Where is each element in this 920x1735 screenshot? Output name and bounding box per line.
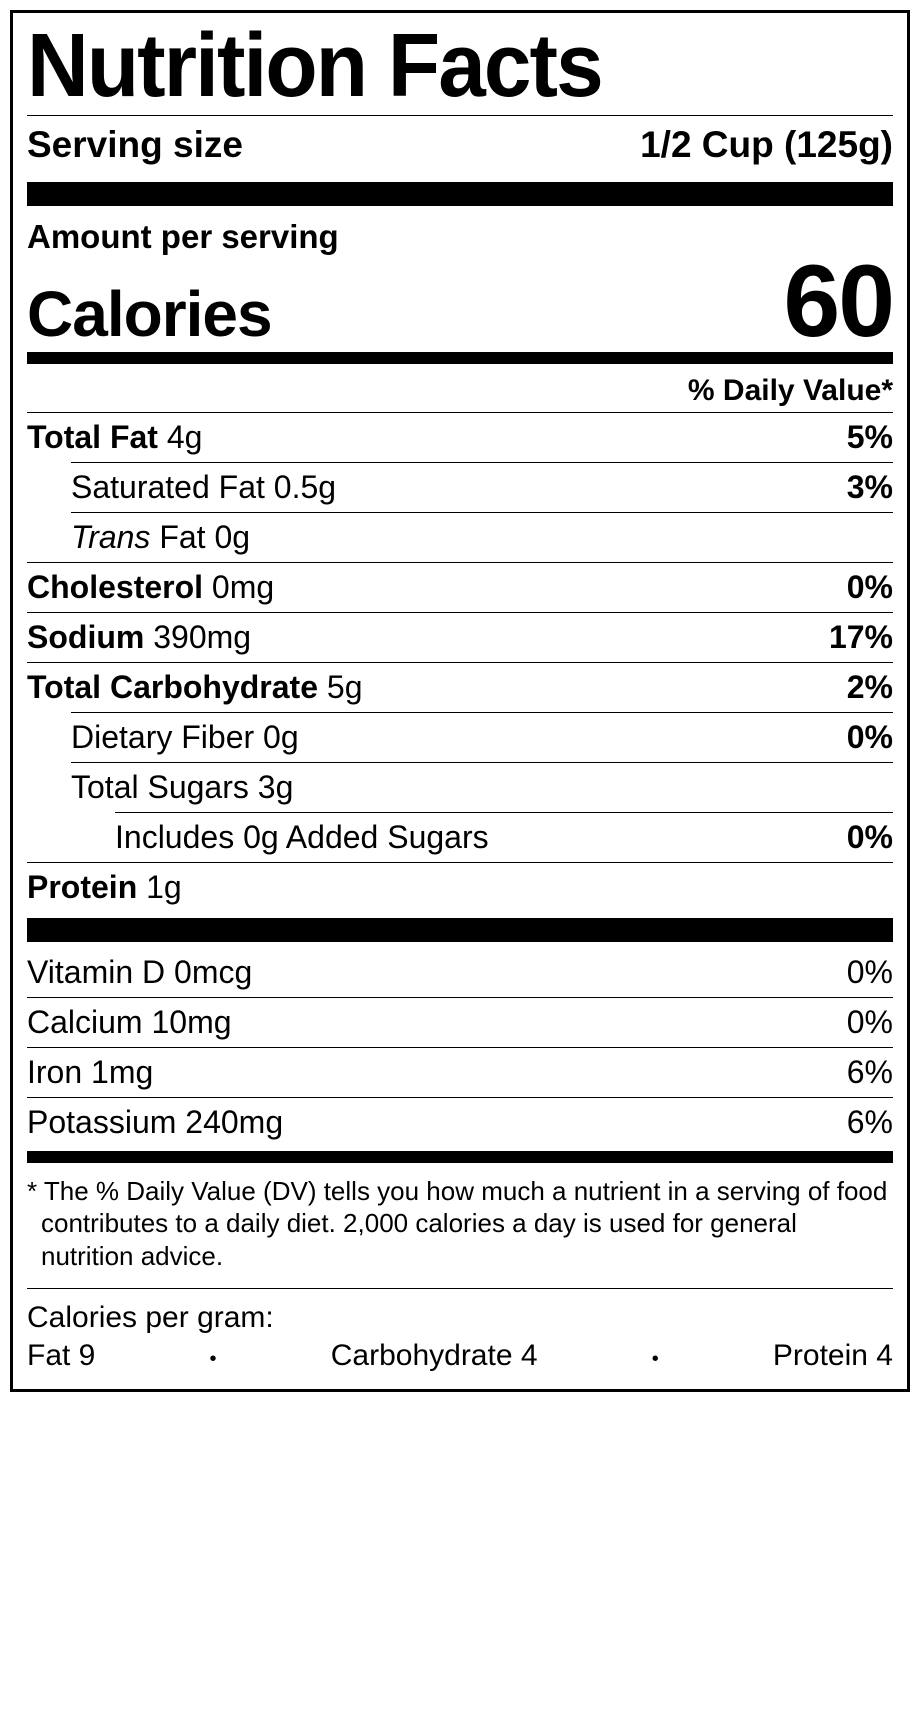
protein-amount: 1g xyxy=(146,869,182,905)
dot-icon: • xyxy=(210,1348,217,1371)
vitamin-d-name: Vitamin D xyxy=(27,954,165,990)
fiber-dv: 0% xyxy=(847,719,893,756)
cals-per-gram-row: Fat 9 • Carbohydrate 4 • Protein 4 xyxy=(27,1337,893,1375)
rule xyxy=(27,1288,893,1289)
cholesterol-name: Cholesterol xyxy=(27,569,203,605)
thick-bar xyxy=(27,918,893,942)
calcium-dv: 0% xyxy=(847,1004,893,1041)
sugars-name: Total Sugars xyxy=(71,769,249,805)
sat-fat-name: Saturated Fat xyxy=(71,469,265,505)
thick-bar xyxy=(27,182,893,206)
serving-label: Serving size xyxy=(27,124,243,166)
calories-value: 60 xyxy=(784,256,893,348)
iron-amount: 1mg xyxy=(91,1054,153,1090)
iron-dv: 6% xyxy=(847,1054,893,1091)
fiber-row: Dietary Fiber 0g 0% xyxy=(27,713,893,762)
cholesterol-dv: 0% xyxy=(847,569,893,606)
total-carb-name: Total Carbohydrate xyxy=(27,669,318,705)
sat-fat-row: Saturated Fat 0.5g 3% xyxy=(27,463,893,512)
potassium-amount: 240mg xyxy=(185,1104,283,1140)
trans-fat-amount: 0g xyxy=(214,519,250,555)
total-fat-row: Total Fat 4g 5% xyxy=(27,412,893,462)
cholesterol-row: Cholesterol 0mg 0% xyxy=(27,562,893,612)
total-fat-name: Total Fat xyxy=(27,419,158,455)
total-carb-row: Total Carbohydrate 5g 2% xyxy=(27,662,893,712)
protein-row: Protein 1g xyxy=(27,862,893,912)
cpg-carb: Carbohydrate 4 xyxy=(331,1339,538,1373)
sugars-row: Total Sugars 3g xyxy=(27,763,893,812)
medium-bar xyxy=(27,1151,893,1163)
total-carb-amount: 5g xyxy=(327,669,363,705)
calories-label: Calories xyxy=(27,282,272,346)
added-sugars-dv: 0% xyxy=(847,819,893,856)
potassium-dv: 6% xyxy=(847,1104,893,1141)
serving-row: Serving size 1/2 Cup (125g) xyxy=(27,120,893,176)
sodium-dv: 17% xyxy=(829,619,893,656)
added-sugars-text: Includes 0g Added Sugars xyxy=(115,819,489,856)
sodium-amount: 390mg xyxy=(153,619,251,655)
medium-bar xyxy=(27,352,893,364)
vitamin-d-row: Vitamin D 0mcg 0% xyxy=(27,948,893,997)
calcium-amount: 10mg xyxy=(151,1004,231,1040)
sugars-amount: 3g xyxy=(258,769,294,805)
cpg-fat: Fat 9 xyxy=(27,1339,95,1373)
total-carb-dv: 2% xyxy=(847,669,893,706)
sat-fat-dv: 3% xyxy=(847,469,893,506)
cals-per-gram-label: Calories per gram: xyxy=(27,1293,893,1337)
cholesterol-amount: 0mg xyxy=(212,569,274,605)
protein-name: Protein xyxy=(27,869,137,905)
sat-fat-amount: 0.5g xyxy=(274,469,336,505)
amount-per-serving-label: Amount per serving xyxy=(27,212,893,256)
sodium-row: Sodium 390mg 17% xyxy=(27,612,893,662)
sodium-name: Sodium xyxy=(27,619,144,655)
nutrition-facts-label: Nutrition Facts Serving size 1/2 Cup (12… xyxy=(10,10,910,1392)
vitamin-d-dv: 0% xyxy=(847,954,893,991)
iron-row: Iron 1mg 6% xyxy=(27,1047,893,1097)
cpg-protein: Protein 4 xyxy=(773,1339,893,1373)
title: Nutrition Facts xyxy=(27,21,850,111)
footnote: * The % Daily Value (DV) tells you how m… xyxy=(27,1167,893,1285)
total-fat-amount: 4g xyxy=(167,419,203,455)
calories-row: Calories 60 xyxy=(27,256,893,348)
calcium-row: Calcium 10mg 0% xyxy=(27,997,893,1047)
dv-header: % Daily Value* xyxy=(27,368,893,412)
potassium-row: Potassium 240mg 6% xyxy=(27,1097,893,1147)
trans-fat-suffix: Fat xyxy=(150,519,205,555)
fiber-amount: 0g xyxy=(263,719,299,755)
serving-value: 1/2 Cup (125g) xyxy=(640,124,893,166)
trans-fat-row: Trans Fat 0g xyxy=(27,513,893,562)
dot-icon: • xyxy=(652,1348,659,1371)
fiber-name: Dietary Fiber xyxy=(71,719,254,755)
calcium-name: Calcium xyxy=(27,1004,143,1040)
vitamin-d-amount: 0mcg xyxy=(174,954,252,990)
added-sugars-row: Includes 0g Added Sugars 0% xyxy=(27,813,893,862)
iron-name: Iron xyxy=(27,1054,82,1090)
total-fat-dv: 5% xyxy=(847,419,893,456)
trans-fat-prefix: Trans xyxy=(71,519,150,555)
potassium-name: Potassium xyxy=(27,1104,176,1140)
